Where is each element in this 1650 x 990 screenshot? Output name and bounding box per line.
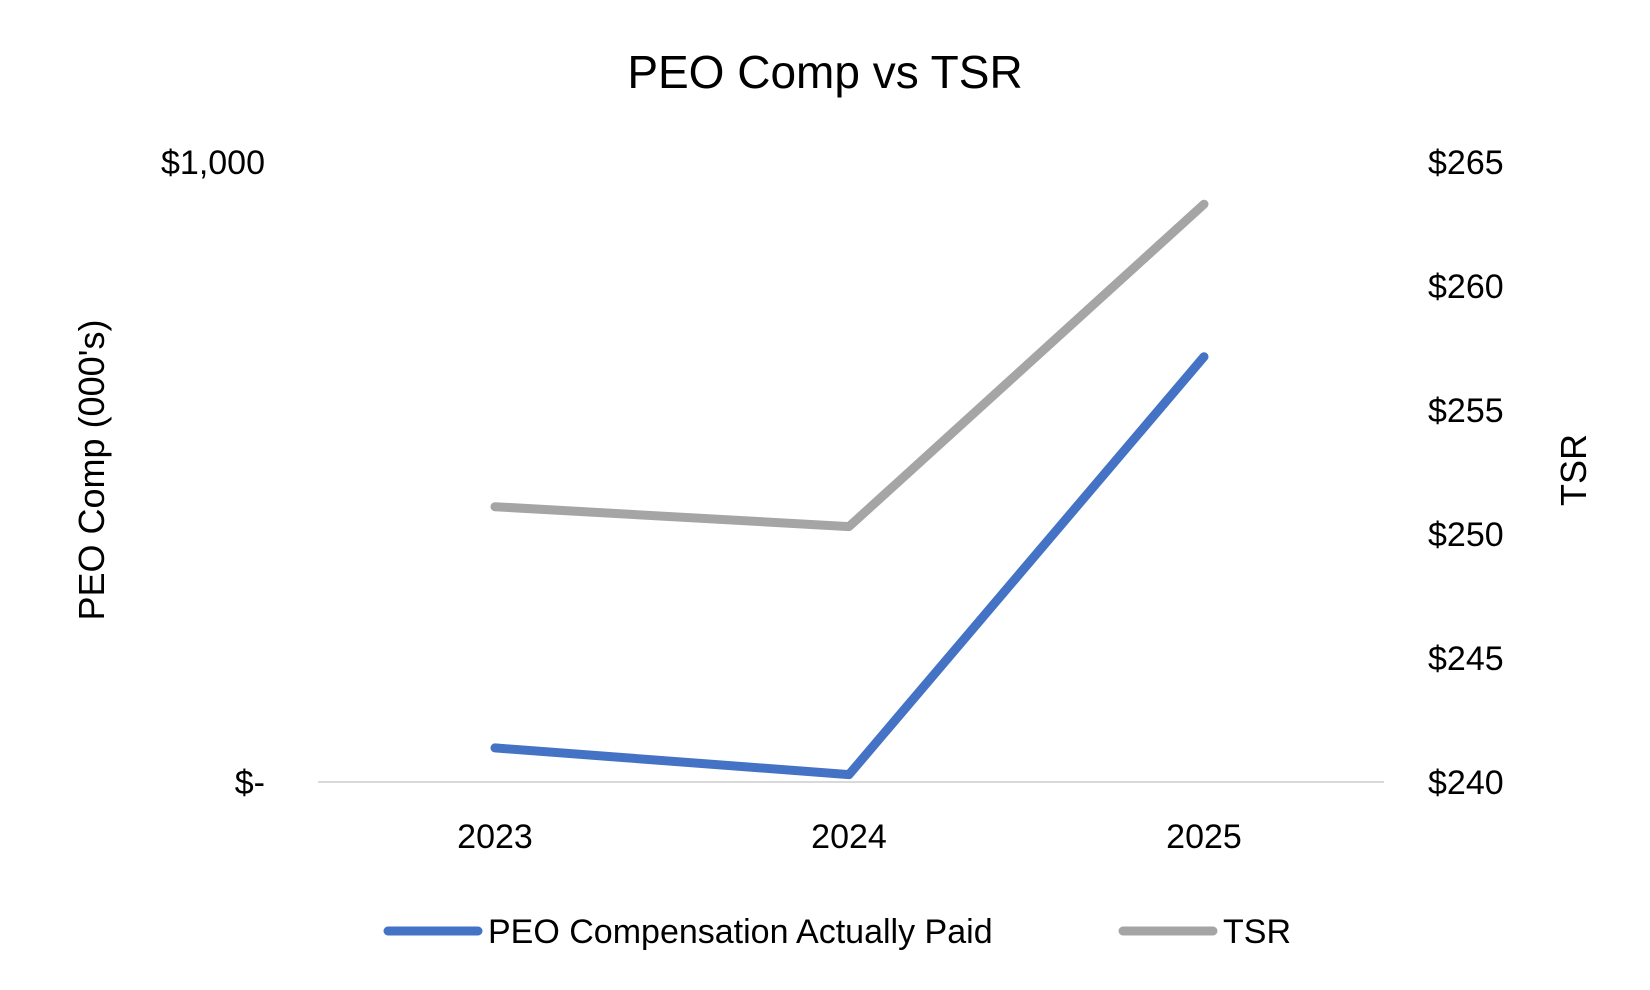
legend: PEO Compensation Actually Paid TSR <box>383 913 1291 951</box>
right-tick-label: $245 <box>1428 640 1504 678</box>
left-tick-label: $1,000 <box>161 144 265 182</box>
x-tick-label: 2024 <box>811 818 887 856</box>
right-axis-title: TSR <box>1553 434 1594 506</box>
legend-label: TSR <box>1223 913 1291 951</box>
chart-title: PEO Comp vs TSR <box>627 46 1022 98</box>
left-axis-ticks: $- $1,000 <box>161 144 265 802</box>
left-axis-title: PEO Comp (000's) <box>71 320 112 621</box>
right-tick-label: $260 <box>1428 268 1504 306</box>
right-tick-label: $250 <box>1428 516 1504 554</box>
series-lines <box>490 199 1209 780</box>
series-line-tsr <box>490 199 1209 532</box>
legend-label: PEO Compensation Actually Paid <box>488 913 993 951</box>
x-tick-label: 2025 <box>1166 818 1242 856</box>
x-axis-ticks: 2023 2024 2025 <box>457 818 1242 856</box>
right-axis-ticks: $240 $245 $250 $255 $260 $265 <box>1428 144 1504 802</box>
right-tick-label: $240 <box>1428 764 1504 802</box>
left-tick-label: $- <box>235 764 265 802</box>
series-line-peo-compensation <box>490 352 1209 780</box>
right-tick-label: $265 <box>1428 144 1504 182</box>
x-tick-label: 2023 <box>457 818 533 856</box>
right-tick-label: $255 <box>1428 392 1504 430</box>
